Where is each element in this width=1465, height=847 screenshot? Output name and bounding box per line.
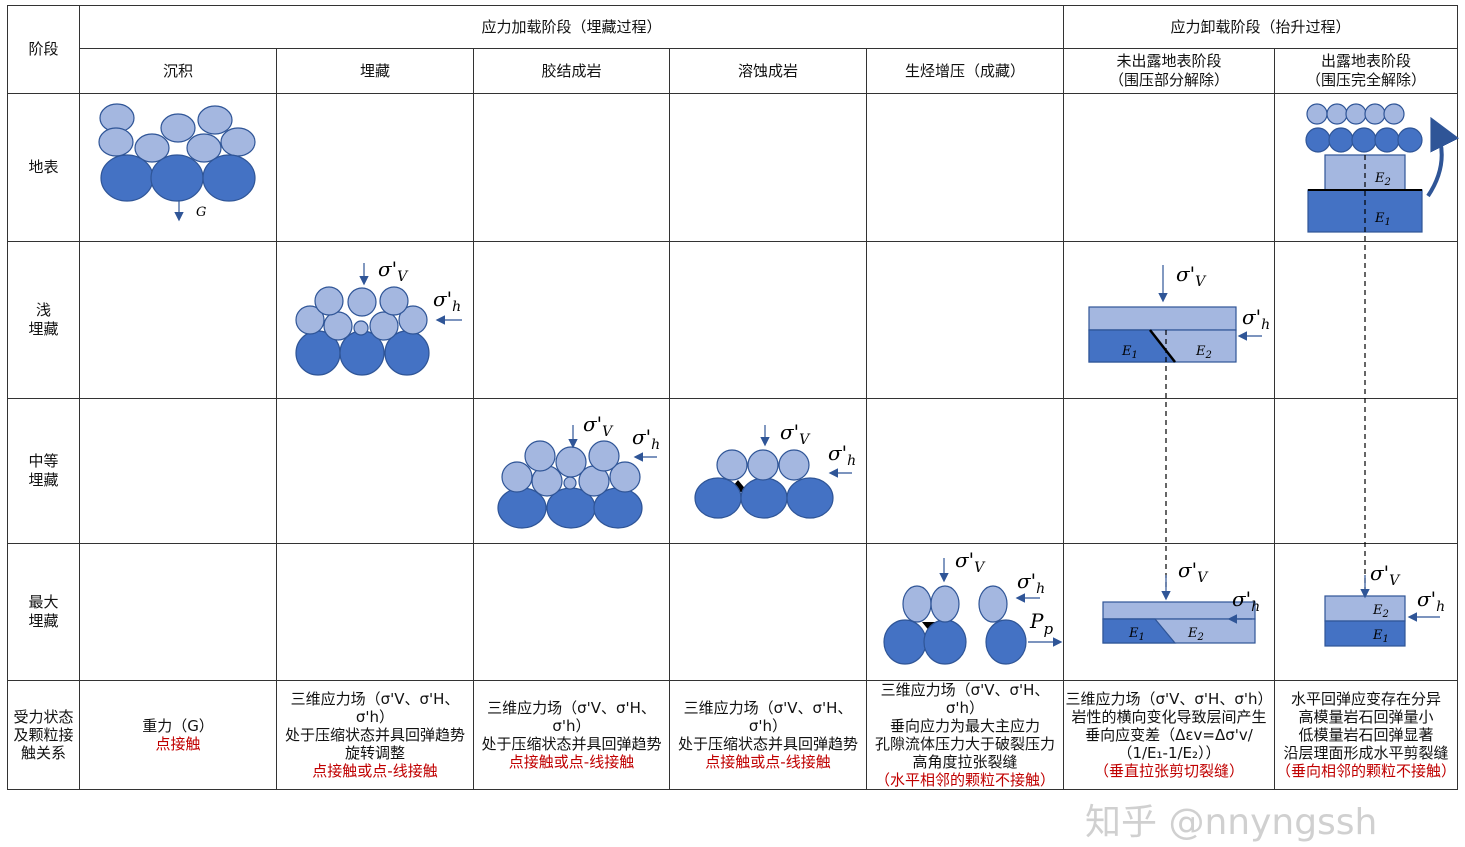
summary-cell-cementation: 三维应力场（σ'V、σ'H、σ'h） 处于压缩状态并具回弹趋势 点接触或点-线接触 bbox=[473, 680, 670, 790]
sigma-h-label: σ'h bbox=[1242, 305, 1270, 333]
sigma-h-label: σ'h bbox=[632, 425, 660, 453]
e1-label: E1 bbox=[1121, 344, 1138, 361]
e2-label: E2 bbox=[1374, 171, 1391, 188]
gravity-label: G bbox=[196, 205, 206, 220]
grains-cementation bbox=[497, 440, 643, 529]
col-header-unexposed: 未出露地表阶段 （围压部分解除） bbox=[1063, 48, 1275, 94]
col-header-hydrocarbon: 生烃增压（成藏） bbox=[866, 48, 1064, 94]
sigma-h-label: σ'h bbox=[1417, 587, 1445, 615]
row-header-max: 最大 埋藏 bbox=[7, 543, 80, 681]
sigma-v-label: σ'V bbox=[583, 412, 614, 440]
row-header-surface: 地表 bbox=[7, 93, 80, 242]
uplift-arrow-icon bbox=[1426, 116, 1460, 198]
e1-label: E1 bbox=[1372, 628, 1389, 645]
sigma-v-label: σ'V bbox=[1178, 558, 1209, 586]
sigma-v-label: σ'V bbox=[1176, 262, 1207, 290]
summary-cell-unexposed: 三维应力场（σ'V、σ'H、σ'h） 岩性的横向变化导致层间产生 垂向应变差（Δεv… bbox=[1063, 680, 1275, 790]
stress-stage-table: 阶段 应力加载阶段（埋藏过程） 应力卸载阶段（抬升过程） 沉积 埋藏 胶结成岩 … bbox=[7, 5, 1458, 790]
layers-exposed-max bbox=[1324, 595, 1406, 647]
summary-cell-deposition: 重力（G） 点接触 bbox=[79, 680, 277, 790]
sigma-h-label: σ'h bbox=[1232, 587, 1260, 615]
summary-cell-dissolution: 三维应力场（σ'V、σ'H、σ'h） 处于压缩状态并具回弹趋势 点接触或点-线接触 bbox=[669, 680, 867, 790]
e2-label: E2 bbox=[1372, 603, 1389, 620]
e1-label: E1 bbox=[1374, 211, 1391, 228]
col-header-dissolution: 溶蚀成岩 bbox=[669, 48, 867, 94]
e2-label: E2 bbox=[1195, 344, 1212, 361]
e1-label: E1 bbox=[1128, 626, 1145, 643]
sigma-h-label: σ'h bbox=[1017, 569, 1045, 597]
layers-unexposed-shallow bbox=[1088, 306, 1237, 363]
summary-cell-burial: 三维应力场（σ'V、σ'H、σ'h） 处于压缩状态并具回弹趋势 旋转调整 点接触或点-… bbox=[276, 680, 474, 790]
col-header-deposition: 沉积 bbox=[79, 48, 277, 94]
summary-cell-exposed: 水平回弹应变存在分异 高模量岩石回弹量小 低模量岩石回弹显著 沿层理面形成水平剪裂缝（… bbox=[1274, 680, 1458, 790]
stage-header: 阶段 bbox=[7, 5, 80, 94]
grains-hydrocarbon bbox=[883, 585, 1027, 665]
sigma-v-label: σ'V bbox=[1370, 561, 1401, 589]
pore-pressure-label: Pp bbox=[1029, 609, 1053, 638]
watermark: 知乎 @nnyngssh bbox=[1085, 802, 1378, 843]
grains-shallow-burial bbox=[295, 286, 430, 376]
sigma-v-label: σ'V bbox=[955, 548, 986, 576]
sigma-v-label: σ'V bbox=[378, 257, 409, 285]
summary-cell-hydrocarbon: 三维应力场（σ'V、σ'H、σ'h） 垂向应力为最大主应力 孔隙流体压力大于破裂压力… bbox=[866, 680, 1064, 790]
sigma-h-label: σ'h bbox=[828, 441, 856, 469]
grains-dissolution bbox=[694, 449, 834, 519]
summary-row-label: 受力状态 及颗粒接 触关系 bbox=[7, 680, 80, 790]
row-header-shallow: 浅埋藏 bbox=[7, 241, 80, 399]
sigma-v-label: σ'V bbox=[780, 420, 811, 448]
loading-group-header: 应力加载阶段（埋藏过程） bbox=[79, 5, 1064, 49]
grains-deposition bbox=[98, 103, 256, 202]
layers-exposed-surface bbox=[1305, 103, 1460, 233]
e2-label: E2 bbox=[1187, 626, 1204, 643]
sigma-h-label: σ'h bbox=[433, 287, 461, 315]
col-header-exposed: 出露地表阶段 （围压完全解除） bbox=[1274, 48, 1458, 94]
